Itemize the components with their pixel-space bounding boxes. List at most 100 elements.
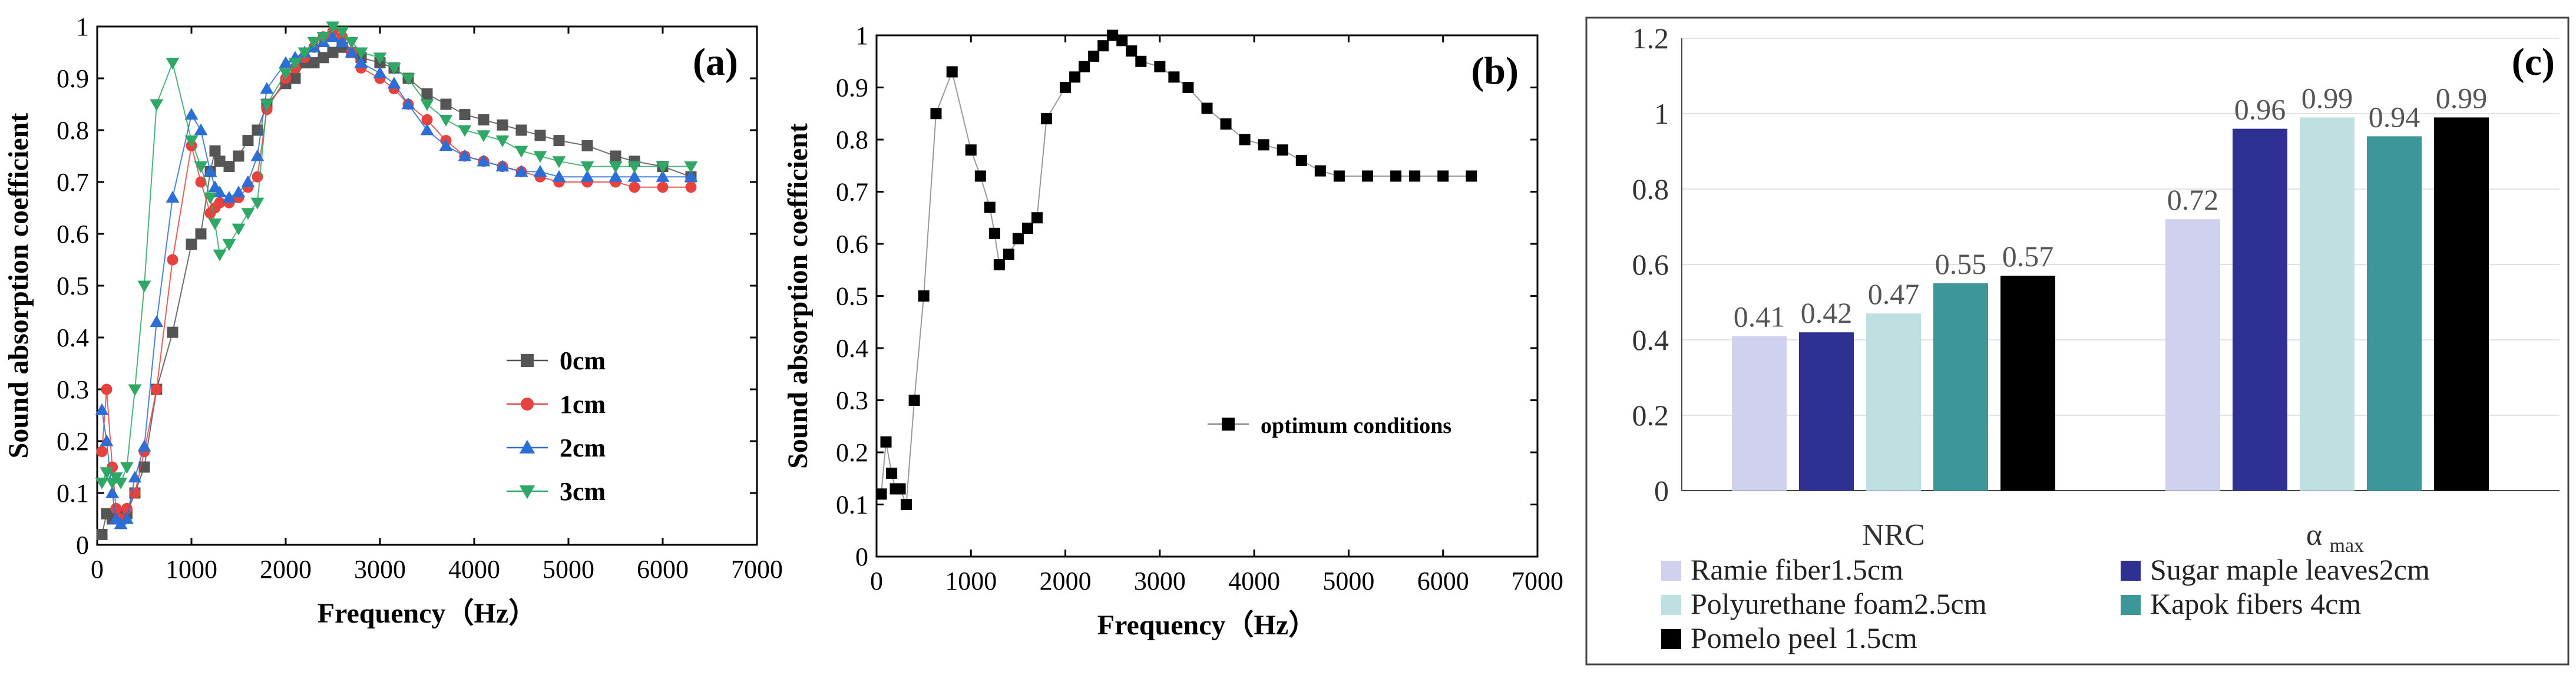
legend-item: Pomelo peel 1.5cm <box>1661 621 1917 654</box>
data-point <box>128 471 142 483</box>
legend-item: optimum conditions <box>1208 413 1451 438</box>
data-point <box>974 170 986 182</box>
x-tick-label: 6000 <box>637 555 689 584</box>
data-point <box>1060 82 1072 93</box>
y-axis-title: Sound absorption coefficient <box>3 113 34 459</box>
data-point <box>629 181 640 193</box>
data-point <box>918 290 930 302</box>
legend-swatch <box>2121 595 2141 615</box>
data-point <box>875 488 887 500</box>
x-tick-label: 6000 <box>1417 567 1469 595</box>
x-tick-label: 3000 <box>1134 567 1186 595</box>
data-point <box>439 139 453 151</box>
data-point <box>1333 170 1345 182</box>
legend-swatch <box>1661 595 1681 615</box>
data-point <box>150 99 164 111</box>
data-point <box>167 326 178 338</box>
data-point <box>401 97 415 110</box>
data-point <box>420 123 434 135</box>
legend-marker <box>521 354 534 367</box>
y-tick-label: 0.5 <box>836 282 868 311</box>
data-point <box>880 436 892 448</box>
data-point <box>166 58 180 70</box>
data-point <box>233 150 244 162</box>
bar-polyurethane-foam2-5cm-nrc <box>1866 313 1921 491</box>
x-tick-label: 4000 <box>448 555 500 584</box>
data-point <box>373 52 387 65</box>
data-point <box>114 477 128 489</box>
series-optimum-conditions <box>875 29 1477 510</box>
data-point <box>984 201 996 213</box>
data-point <box>1154 61 1166 72</box>
data-point <box>1201 102 1213 114</box>
data-point <box>354 47 368 59</box>
bar-pomelo-peel-1-5cm-nrc <box>2000 276 2055 491</box>
legend-label: Ramie fiber1.5cm <box>1691 553 1903 586</box>
legend: optimum conditions <box>1208 413 1451 438</box>
data-point <box>279 68 293 80</box>
data-point <box>627 161 641 173</box>
y-tick-label: 0.1 <box>836 491 868 520</box>
data-point <box>335 35 349 47</box>
data-point <box>194 123 208 135</box>
y-tick-label: 0 <box>1654 474 1669 507</box>
y-tick-label: 0.6 <box>1632 248 1669 281</box>
data-point <box>1031 212 1043 224</box>
data-point <box>553 135 565 147</box>
data-point <box>232 223 246 236</box>
bar-sugar-maple-leaves2cm- <box>2233 128 2287 491</box>
y-tick-label: 0.6 <box>836 230 868 259</box>
data-point <box>946 66 958 78</box>
data-point <box>387 62 401 75</box>
bar-kapok-fibers-4cm-nrc <box>1933 283 1988 491</box>
legend-label: 2cm <box>560 434 606 462</box>
category-label: NRC <box>1862 518 1925 552</box>
data-point <box>656 170 670 182</box>
data-point <box>439 114 453 127</box>
x-tick-label: 7000 <box>731 555 783 584</box>
category-subscript: max <box>2330 535 2365 557</box>
bar-ramie-fiber1-5cm- <box>2165 219 2220 491</box>
y-tick-label: 0.4 <box>836 334 868 363</box>
data-point <box>580 170 594 182</box>
data-point <box>150 315 164 327</box>
panel-label: (c) <box>2512 41 2555 84</box>
data-point <box>1239 134 1251 145</box>
x-axis-title: Frequency（Hz） <box>318 598 537 629</box>
legend-swatch <box>1661 561 1681 581</box>
data-point <box>1409 170 1421 182</box>
data-point <box>515 124 527 136</box>
data-point <box>195 176 207 188</box>
y-tick-label: 0.8 <box>836 125 868 154</box>
data-point <box>477 130 491 143</box>
legend-item: 3cm <box>507 477 606 506</box>
x-tick-label: 0 <box>870 567 883 595</box>
y-tick-label: 1.2 <box>1632 22 1669 55</box>
data-point <box>250 197 264 210</box>
data-point <box>105 486 119 498</box>
data-point <box>514 145 528 158</box>
series-0cm <box>96 41 697 540</box>
data-point <box>195 228 207 240</box>
y-tick-label: 0.2 <box>836 438 868 467</box>
data-point <box>1390 170 1402 182</box>
data-point <box>1107 29 1119 41</box>
data-point <box>886 467 898 479</box>
data-point <box>100 434 114 446</box>
data-point <box>95 403 109 415</box>
data-point <box>223 161 235 173</box>
data-point <box>166 191 180 203</box>
legend-label: Kapok fibers 4cm <box>2150 587 2361 620</box>
data-point <box>401 73 415 85</box>
data-point <box>95 477 109 489</box>
data-point <box>316 32 330 44</box>
y-tick-label: 0.3 <box>57 375 89 404</box>
data-point <box>1220 118 1232 130</box>
data-point <box>326 30 340 42</box>
legend-swatch <box>2121 561 2141 581</box>
legend: Ramie fiber1.5cm Sugar maple leaves2cm Pol… <box>1661 553 2430 654</box>
data-point <box>1168 71 1180 83</box>
data-point <box>609 161 623 173</box>
data-point <box>552 156 566 168</box>
